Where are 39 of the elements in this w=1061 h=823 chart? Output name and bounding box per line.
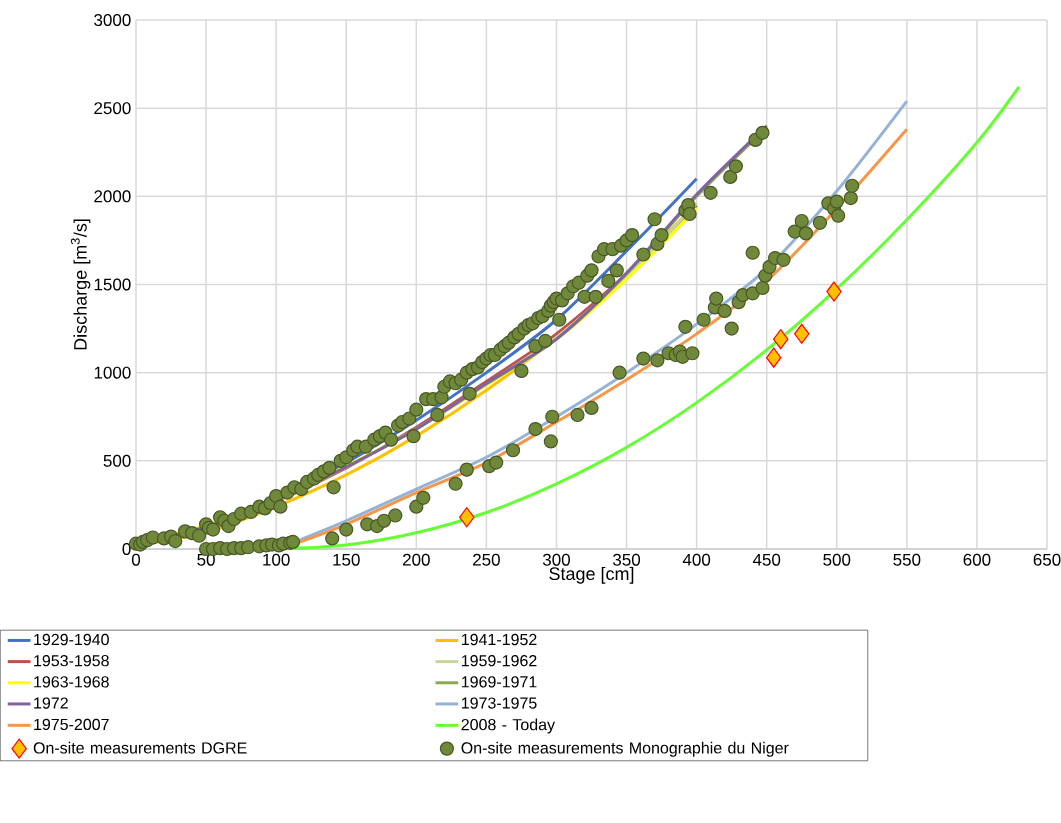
x-tick-label: 500	[823, 553, 851, 566]
y-tick-label: 1500	[94, 278, 131, 291]
x-tick-label: 600	[963, 553, 991, 566]
x-tick-label: 650	[1033, 553, 1061, 566]
x-tick-label: 250	[473, 553, 500, 566]
x-tick-label: 100	[263, 553, 290, 566]
y-tick-label: 0	[122, 542, 131, 555]
y-tick-label: 3000	[94, 13, 131, 27]
y-tick-label: 2000	[94, 190, 131, 203]
x-tick-label: 450	[752, 553, 781, 566]
legend-label: 1963-1968	[34, 676, 109, 688]
point	[794, 323, 810, 344]
x-tick-label: 150	[333, 553, 360, 566]
y-tick-label: 2500	[94, 102, 131, 115]
legend-label: 1941-1952	[461, 633, 537, 646]
point	[826, 281, 842, 302]
x-tick-label: 350	[613, 553, 641, 566]
x-tick-label: 550	[893, 553, 921, 566]
legend-label: On-site measurements Monographie du Niger	[461, 741, 789, 757]
legend-label: 1969-1971	[461, 676, 537, 688]
x-tick-label: 300	[542, 553, 570, 566]
x-tick-label: 400	[682, 553, 711, 566]
x-tick-label: 200	[402, 553, 430, 566]
point	[765, 347, 782, 368]
legend-label: 1973-1975	[461, 697, 537, 709]
y-tick-label: 1000	[94, 366, 131, 379]
point	[772, 329, 789, 350]
point	[459, 507, 475, 528]
legend-label: 1929-1940	[34, 633, 109, 646]
legend-label: 1959-1962	[461, 655, 537, 667]
x-tick-label: 0	[131, 553, 141, 566]
legend-label: 1972	[34, 697, 68, 709]
y-tick-label: 500	[103, 454, 131, 467]
legend-label: 2008 - Today	[461, 718, 556, 734]
legend-label: 1953-1958	[34, 655, 109, 667]
legend-label: 1975-2007	[34, 718, 109, 731]
x-axis-title: Stage [cm]	[549, 566, 634, 584]
legend-label: On-site measurements DGRE	[33, 741, 247, 754]
y-axis-title: Discharge [m$^{3}$/s]	[70, 219, 91, 350]
